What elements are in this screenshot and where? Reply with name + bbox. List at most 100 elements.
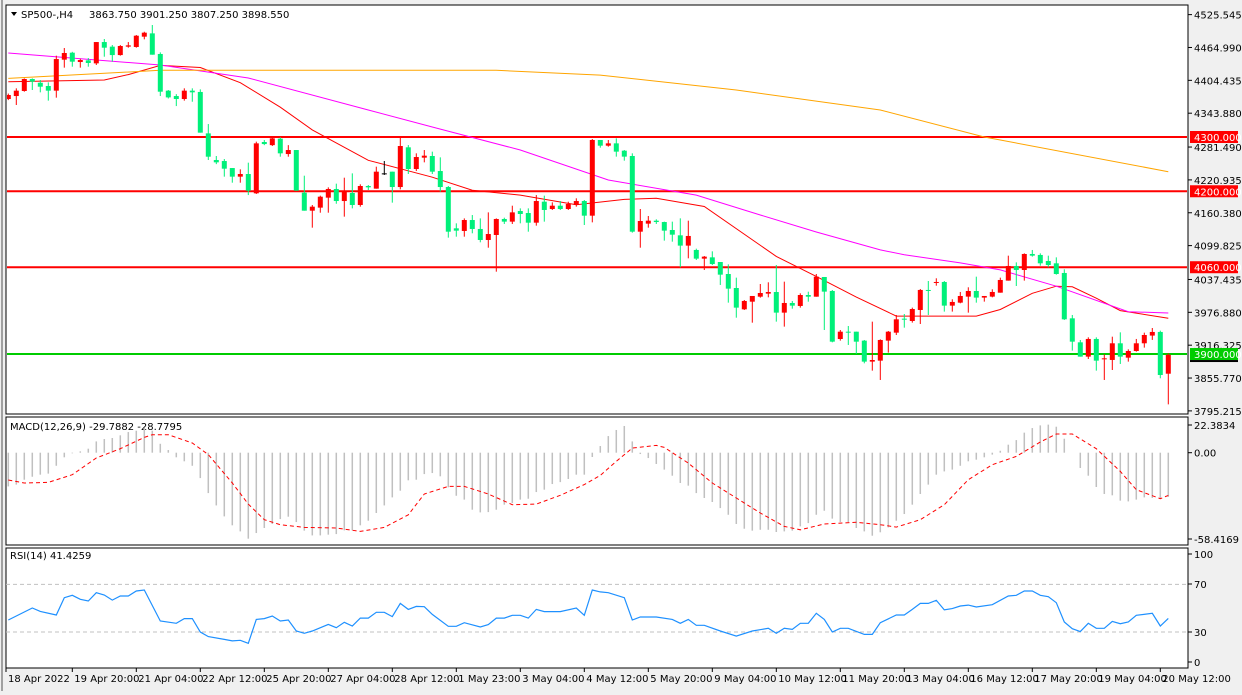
candle <box>29 78 35 91</box>
candle <box>653 219 659 224</box>
candle-body <box>341 190 347 202</box>
candle <box>757 283 763 298</box>
candle-body <box>1013 265 1019 270</box>
candle-body <box>1045 260 1051 265</box>
candle-body <box>173 96 179 100</box>
candle <box>621 150 627 161</box>
candle-body <box>1125 350 1131 358</box>
candle-body <box>1101 358 1107 360</box>
macd-axis-label: 22.3834 <box>1194 421 1235 432</box>
candle <box>1029 249 1035 257</box>
candle <box>381 160 387 175</box>
candle-body <box>973 290 979 298</box>
candle <box>885 330 891 353</box>
price-panel-border <box>5 4 1189 415</box>
candle <box>613 138 619 157</box>
candle-body <box>285 150 291 155</box>
candle-body <box>765 292 771 294</box>
time-axis-label: 19 May 04:00 <box>1098 674 1167 685</box>
candle <box>837 330 843 341</box>
candle-body <box>69 52 75 62</box>
price-axis-label: 3976.880 <box>1194 308 1242 319</box>
candle <box>765 282 771 298</box>
candle <box>205 124 211 161</box>
candle <box>197 89 203 133</box>
rsi-axis-label: 70 <box>1194 580 1207 591</box>
price-axis-label: 4525.545 <box>1194 11 1242 22</box>
candle <box>1045 255 1051 268</box>
time-axis-label: 3 May 04:00 <box>522 674 584 685</box>
candle-body <box>141 32 147 37</box>
candle <box>981 295 987 302</box>
candle <box>1141 332 1147 348</box>
candle-body <box>701 256 707 259</box>
moving-average-line <box>8 52 1169 314</box>
candle-body <box>93 42 99 64</box>
candle <box>477 218 483 243</box>
candle <box>349 173 355 209</box>
triangle-down-icon[interactable] <box>11 12 17 16</box>
candle <box>293 150 299 191</box>
candle <box>741 299 747 310</box>
candle <box>469 215 475 234</box>
candle <box>421 150 427 163</box>
candle-body <box>1021 253 1027 270</box>
candle <box>933 278 939 286</box>
candle-body <box>597 139 603 146</box>
candle-body <box>1085 338 1091 357</box>
time-axis-label: 4 May 12:00 <box>586 674 648 685</box>
candle-body <box>741 300 747 310</box>
candle <box>141 31 147 40</box>
candle <box>285 145 291 157</box>
candle <box>453 223 459 237</box>
candle <box>1021 253 1027 281</box>
candle-body <box>205 133 211 157</box>
candle <box>677 218 683 268</box>
candle-body <box>381 173 387 175</box>
candle-body <box>677 235 683 246</box>
candle-body <box>949 301 955 306</box>
candle-body <box>869 360 875 362</box>
candle <box>661 221 667 241</box>
candle <box>989 289 995 298</box>
time-axis-label: 11 May 20:00 <box>842 674 911 685</box>
candle-body <box>885 331 891 341</box>
time-axis-label: 19 Apr 20:00 <box>74 674 139 685</box>
candle-body <box>437 171 443 188</box>
candle-body <box>837 331 843 340</box>
candle-body <box>165 90 171 98</box>
candle <box>797 293 803 308</box>
price-plot <box>7 25 1187 405</box>
candle <box>53 55 59 98</box>
time-axis-label: 21 Apr 04:00 <box>138 674 203 685</box>
candle-body <box>733 288 739 308</box>
candle <box>1069 314 1075 351</box>
candle-body <box>29 78 35 82</box>
candle <box>309 204 315 228</box>
candle-body <box>1157 331 1163 375</box>
candle <box>861 339 867 364</box>
macd-panel-border <box>5 416 1189 546</box>
candle <box>965 287 971 313</box>
candle-body <box>917 289 923 310</box>
candle-body <box>1069 318 1075 342</box>
candle-body <box>237 174 243 177</box>
candle <box>157 52 163 97</box>
candle-body <box>493 218 499 235</box>
time-axis-label: 5 May 20:00 <box>650 674 712 685</box>
candle-body <box>981 295 987 298</box>
macd-signal-line <box>8 433 1169 532</box>
candle-body <box>365 185 371 188</box>
candle-body <box>221 161 227 169</box>
candle-body <box>101 42 107 48</box>
time-axis-label: 17 May 20:00 <box>1034 674 1103 685</box>
candle <box>413 153 419 172</box>
candle-body <box>621 150 627 157</box>
candle-body <box>589 139 595 216</box>
candle <box>637 209 643 248</box>
price-line-tag <box>1190 348 1238 361</box>
candle <box>773 264 779 322</box>
candle-body <box>629 155 635 232</box>
